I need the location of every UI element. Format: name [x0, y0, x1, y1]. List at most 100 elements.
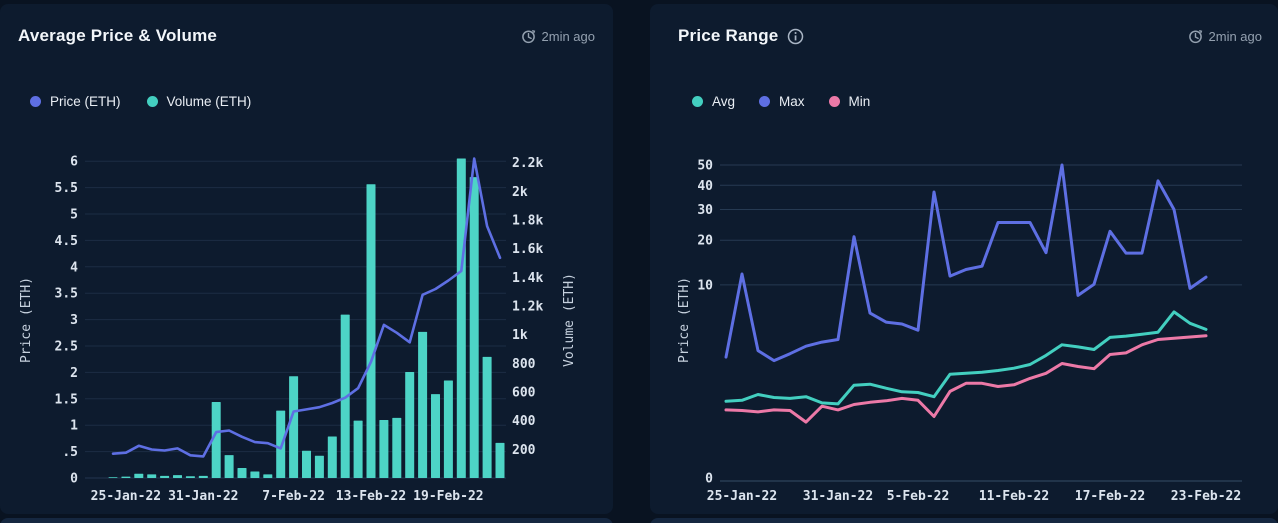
- price-axis-tick: 0: [70, 472, 78, 487]
- volume-bar[interactable]: [211, 402, 221, 478]
- volume-bar[interactable]: [443, 380, 453, 478]
- volume-bar[interactable]: [108, 477, 118, 478]
- volume-bar[interactable]: [276, 410, 286, 478]
- x-axis-tick: 11-Feb-22: [979, 489, 1049, 504]
- volume-bar[interactable]: [134, 473, 144, 478]
- volume-axis-tick: 600: [512, 386, 536, 401]
- volume-bar[interactable]: [147, 474, 157, 478]
- volume-bar[interactable]: [224, 455, 234, 478]
- price-line[interactable]: [111, 157, 502, 458]
- x-axis-tick: 23-Feb-22: [1171, 489, 1241, 504]
- avg-line[interactable]: [724, 310, 1208, 406]
- price-range-chart[interactable]: 0 10 20 30 40 50 Price (ETH) 25-Jan-22 31-Jan-22…: [650, 4, 1278, 514]
- chart-legend: Avg Max Min: [692, 94, 870, 109]
- history-clock-icon: [1188, 29, 1202, 43]
- volume-bar[interactable]: [431, 394, 440, 478]
- volume-bar[interactable]: [327, 436, 337, 478]
- volume-bar[interactable]: [456, 158, 466, 479]
- volume-axis-tick: 1.4k: [512, 271, 543, 286]
- x-axis-tick: 31-Jan-22: [168, 489, 238, 504]
- volume-bar[interactable]: [263, 474, 273, 478]
- price-axis-tick: 1: [70, 419, 78, 434]
- volume-axis-tick: 200: [512, 443, 536, 458]
- chart-legend: Price (ETH) Volume (ETH): [30, 94, 251, 109]
- volume-legend-dot: [146, 96, 158, 107]
- volume-bar[interactable]: [405, 371, 415, 478]
- max-legend-dot: [759, 96, 771, 107]
- legend-item-min[interactable]: Min: [828, 94, 871, 109]
- price-axis-tick: 0: [705, 472, 713, 487]
- x-axis-tick: 7-Feb-22: [262, 489, 325, 504]
- legend-item-avg[interactable]: Avg: [692, 94, 735, 109]
- volume-bar[interactable]: [302, 450, 311, 478]
- volume-bar[interactable]: [482, 356, 492, 478]
- price-axis-tick: 5: [70, 208, 78, 223]
- legend-label: Price (ETH): [50, 94, 121, 109]
- legend-label: Min: [848, 94, 871, 109]
- volume-bar[interactable]: [366, 184, 376, 479]
- next-row-card-sliver: [0, 518, 613, 523]
- legend-item-volume[interactable]: Volume (ETH): [146, 94, 252, 109]
- volume-axis-tick: 1.2k: [512, 300, 543, 315]
- avg-price-volume-card: 0 .5 1 1.5 2 2.5 3 3.5 4 4.5 5 5.5 6 200 400 600 800 1k 1.…: [0, 4, 613, 514]
- price-volume-chart[interactable]: 0 .5 1 1.5 2 2.5 3 3.5 4 4.5 5 5.5 6 200 400 600 800 1k 1.…: [0, 4, 613, 514]
- x-axis-tick: 25-Jan-22: [707, 489, 777, 504]
- volume-axis-tick: 1.8k: [512, 214, 543, 229]
- legend-item-max[interactable]: Max: [759, 94, 805, 109]
- volume-axis-tick: 2.2k: [512, 156, 543, 171]
- volume-bar[interactable]: [173, 475, 182, 478]
- legend-label: Max: [779, 94, 805, 109]
- volume-bar[interactable]: [495, 442, 505, 478]
- next-row-card-sliver: [650, 518, 1278, 523]
- price-axis-tick: 10: [697, 278, 713, 293]
- volume-axis-tick: 2k: [512, 185, 528, 200]
- volume-bar[interactable]: [185, 476, 195, 478]
- volume-axis-tick: 400: [512, 414, 536, 429]
- x-axis-tick: 19-Feb-22: [413, 489, 483, 504]
- price-axis-tick: 1.5: [55, 392, 78, 407]
- x-axis-tick: 5-Feb-22: [887, 489, 950, 504]
- price-axis-tick: 4.5: [55, 234, 78, 249]
- volume-bar[interactable]: [250, 471, 260, 478]
- volume-bar[interactable]: [121, 476, 131, 478]
- price-axis-tick: 30: [697, 203, 713, 218]
- price-legend-dot: [30, 96, 41, 107]
- price-axis-label: Price (ETH): [19, 277, 34, 363]
- volume-bar[interactable]: [160, 475, 170, 478]
- x-axis-tick: 31-Jan-22: [803, 489, 873, 504]
- min-line[interactable]: [724, 334, 1208, 424]
- last-updated: 2min ago: [1188, 29, 1262, 44]
- volume-bar[interactable]: [314, 455, 324, 478]
- price-axis-tick: 6: [70, 155, 78, 170]
- min-legend-dot: [828, 96, 840, 107]
- volume-bar[interactable]: [289, 376, 299, 478]
- x-axis-tick: 25-Jan-22: [91, 489, 161, 504]
- volume-bar[interactable]: [469, 177, 479, 478]
- volume-axis-tick: 1k: [512, 328, 528, 343]
- card-header: Average Price & Volume 2min ago: [18, 26, 595, 46]
- price-axis-tick: 3: [70, 313, 78, 328]
- x-axis-tick: 13-Feb-22: [336, 489, 406, 504]
- price-axis-tick: 5.5: [55, 181, 78, 196]
- card-title: Average Price & Volume: [18, 26, 218, 45]
- max-line[interactable]: [724, 163, 1208, 363]
- volume-bar[interactable]: [379, 419, 389, 478]
- legend-item-price[interactable]: Price (ETH): [30, 94, 121, 109]
- volume-bar[interactable]: [392, 417, 402, 478]
- price-axis-label: Price (ETH): [677, 277, 692, 363]
- price-axis-tick: 4: [70, 260, 78, 275]
- volume-bar[interactable]: [198, 475, 208, 478]
- last-updated: 2min ago: [521, 29, 595, 44]
- volume-axis-label: Volume (ETH): [562, 273, 577, 367]
- card-header: Price Range 2min ago: [678, 26, 1262, 46]
- volume-axis-tick: 800: [512, 357, 536, 372]
- volume-bar[interactable]: [418, 331, 428, 478]
- history-clock-icon: [521, 29, 535, 43]
- card-title: Price Range: [678, 26, 779, 45]
- price-range-card: 0 10 20 30 40 50 Price (ETH) 25-Jan-22 31-Jan-22…: [650, 4, 1278, 514]
- volume-bar[interactable]: [237, 467, 247, 478]
- legend-label: Volume (ETH): [166, 94, 252, 109]
- last-updated-text: 2min ago: [1208, 28, 1262, 44]
- volume-bar[interactable]: [353, 420, 363, 478]
- info-icon[interactable]: [787, 28, 804, 45]
